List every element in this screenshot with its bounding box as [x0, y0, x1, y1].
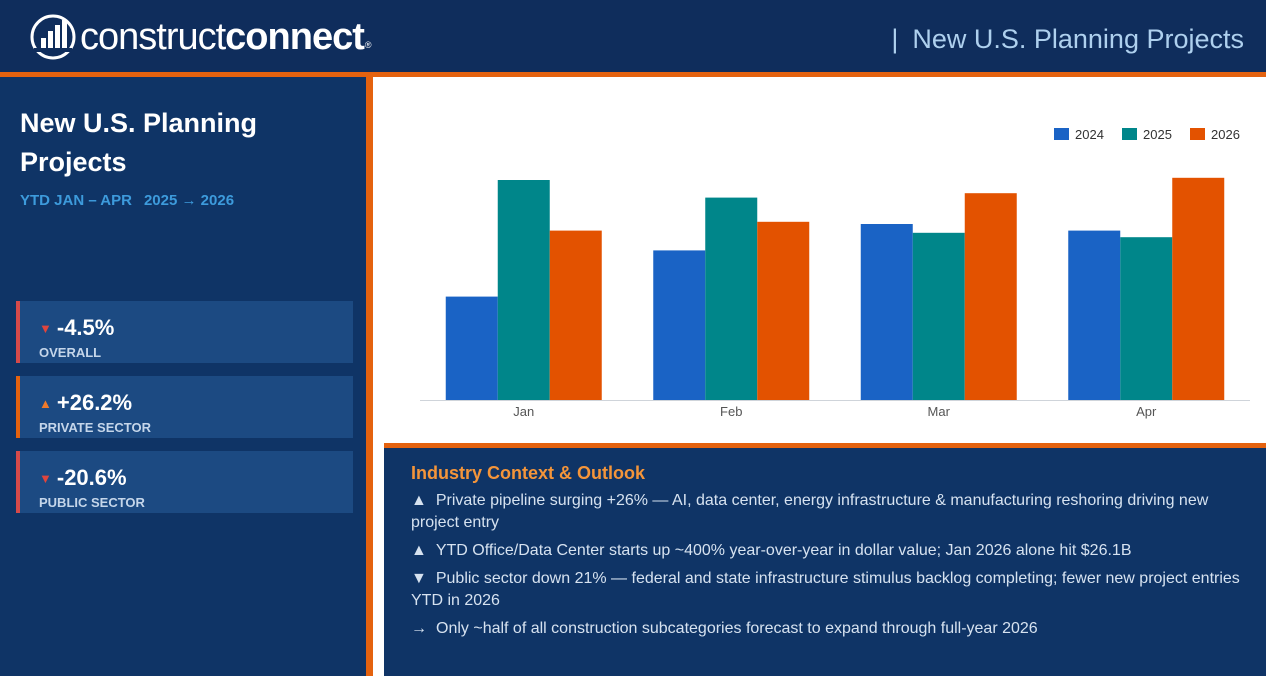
kpi-accent [16, 301, 20, 363]
x-tick-label: Mar [928, 404, 951, 419]
bar-mar-2024 [860, 224, 913, 400]
bar-feb-2024 [653, 250, 706, 400]
bar-jan-2024 [445, 296, 498, 400]
context-list: ▲ Private pipeline surging +26% — AI, dat… [411, 490, 1256, 646]
legend-label-2026: 2026 [1211, 127, 1240, 142]
bar-mar-2025 [912, 232, 965, 400]
registered-mark: ® [364, 40, 372, 50]
kpi-card-private-sector: ▲ +26.2% PRIVATE SECTOR [16, 376, 353, 438]
header-title: | New U.S. Planning Projects [891, 24, 1244, 55]
legend-label-2025: 2025 [1143, 127, 1172, 142]
bar-jan-2026 [549, 230, 602, 400]
constructconnect-logo[interactable]: constructconnect ® [30, 14, 372, 60]
triangle-up-icon: ▲ [411, 542, 427, 559]
x-tick-label: Apr [1136, 404, 1157, 419]
bar-apr-2024 [1068, 230, 1121, 400]
kpi-value: ▼ -4.5% [39, 315, 115, 340]
kpi-label: OVERALL [39, 345, 102, 360]
panel-gutter [373, 443, 384, 676]
bar-apr-2025 [1120, 237, 1173, 400]
bar-apr-2026 [1172, 177, 1225, 400]
list-item-text: Public sector down 21% — federal and sta… [411, 570, 1240, 609]
list-item: ▲ YTD Office/Data Center starts up ~400% … [411, 540, 1256, 562]
summary-title: New U.S. Planning Projects [20, 108, 258, 177]
logo-wordmark: constructconnect [80, 16, 365, 58]
chart-panel: Jan Feb Mar Apr 2024 2025 2026 [373, 77, 1266, 443]
bar-chart: Jan Feb Mar Apr 2024 2025 2026 [420, 127, 1250, 419]
triangle-up-icon: ▲ [411, 492, 427, 509]
arrow-right-icon: → [411, 620, 427, 637]
header-separator: | [891, 24, 899, 54]
list-item: ▲ Private pipeline surging +26% — AI, dat… [411, 490, 1256, 534]
bar-jan-2025 [497, 180, 550, 400]
header-title-text: New U.S. Planning Projects [912, 24, 1244, 54]
context-panel: Industry Context & Outlook ▲ Private pipe… [384, 448, 1266, 676]
arrow-down-icon: ▼ [39, 321, 52, 336]
arrow-up-icon: ▲ [39, 396, 52, 411]
kpi-card-public-sector: ▼ -20.6% PUBLIC SECTOR [16, 451, 353, 513]
kpi-value: ▼ -20.6% [39, 465, 127, 490]
list-item-text: YTD Office/Data Center starts up ~400% y… [435, 542, 1132, 559]
kpi-accent [16, 451, 20, 513]
x-tick-label: Feb [720, 404, 742, 419]
legend-label-2024: 2024 [1075, 127, 1104, 142]
arrow-down-icon: ▼ [39, 471, 52, 486]
summary-period-years: 2025 → 2026 [143, 192, 235, 209]
summary-period: YTD JAN – APR 2025 → 2026 [20, 192, 234, 209]
chart-divider [384, 443, 1266, 448]
list-item: → Only ~half of all construction subcateg… [411, 618, 1256, 640]
kpi-accent [16, 376, 20, 438]
kpi-label: PRIVATE SECTOR [39, 420, 151, 435]
legend-swatch-2025 [1122, 128, 1137, 140]
header-bar: constructconnect ® | New U.S. Planning Pr… [0, 0, 1266, 72]
kpi-label: PUBLIC SECTOR [39, 495, 145, 510]
kpi-card-overall: ▼ -4.5% OVERALL [16, 301, 353, 363]
triangle-down-icon: ▼ [411, 570, 427, 587]
legend-swatch-2024 [1054, 128, 1069, 140]
list-item-text: Only ~half of all construction subcatego… [436, 620, 1038, 637]
bar-mar-2026 [964, 193, 1017, 400]
header-divider [0, 72, 1266, 77]
summary-period-range: YTD JAN – APR [20, 192, 132, 209]
left-panel-divider [366, 77, 373, 676]
x-tick-label: Jan [513, 404, 534, 419]
bar-feb-2026 [757, 221, 810, 400]
context-title: Industry Context & Outlook [411, 463, 645, 483]
legend-swatch-2026 [1190, 128, 1205, 140]
kpi-value: ▲ +26.2% [39, 390, 133, 415]
building-chart-icon [30, 14, 76, 60]
bar-feb-2025 [705, 197, 758, 400]
list-item-text: Private pipeline surging +26% — AI, data… [411, 492, 1209, 531]
list-item: ▼ Public sector down 21% — federal and st… [411, 568, 1256, 612]
